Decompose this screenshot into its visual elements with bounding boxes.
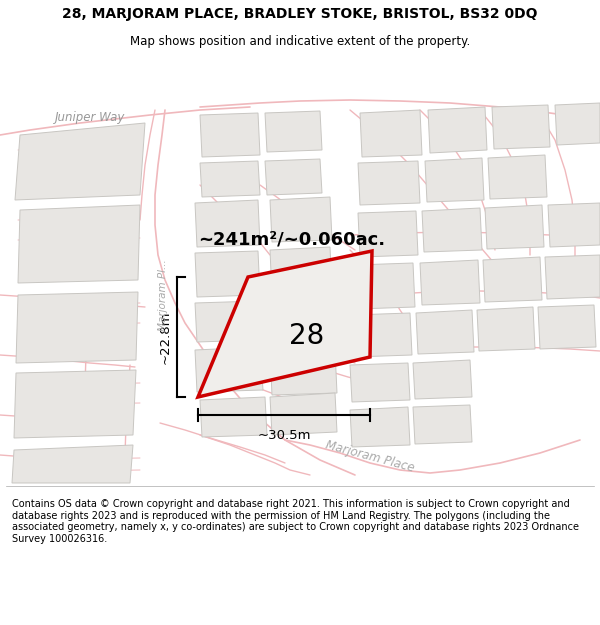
Polygon shape (195, 251, 260, 297)
Polygon shape (270, 247, 332, 295)
Polygon shape (12, 445, 133, 483)
Polygon shape (358, 161, 420, 205)
Polygon shape (270, 300, 332, 345)
Polygon shape (195, 301, 260, 342)
Polygon shape (270, 350, 337, 395)
Polygon shape (195, 347, 263, 392)
Text: 28, MARJORAM PLACE, BRADLEY STOKE, BRISTOL, BS32 0DQ: 28, MARJORAM PLACE, BRADLEY STOKE, BRIST… (62, 7, 538, 21)
Polygon shape (492, 105, 550, 149)
Polygon shape (548, 203, 600, 247)
Polygon shape (488, 155, 547, 199)
Polygon shape (413, 360, 472, 399)
Polygon shape (16, 292, 138, 363)
Polygon shape (350, 363, 410, 402)
Polygon shape (200, 113, 260, 157)
Polygon shape (355, 263, 415, 309)
Polygon shape (422, 208, 482, 252)
Text: ~30.5m: ~30.5m (257, 429, 311, 442)
Text: Juniper Way: Juniper Way (55, 111, 125, 124)
Polygon shape (270, 393, 337, 435)
Polygon shape (195, 200, 260, 247)
Polygon shape (358, 211, 418, 257)
Polygon shape (413, 405, 472, 444)
Polygon shape (352, 313, 412, 357)
Polygon shape (555, 103, 600, 145)
Text: 28: 28 (289, 321, 325, 349)
Polygon shape (420, 260, 480, 305)
Polygon shape (538, 305, 596, 349)
Text: Map shows position and indicative extent of the property.: Map shows position and indicative extent… (130, 35, 470, 48)
Polygon shape (350, 407, 410, 447)
Polygon shape (265, 111, 322, 152)
Polygon shape (200, 161, 260, 197)
Polygon shape (483, 257, 542, 302)
Polygon shape (425, 158, 484, 202)
Text: Marjoram Place: Marjoram Place (324, 439, 416, 475)
Polygon shape (18, 205, 140, 283)
Polygon shape (270, 197, 332, 242)
Polygon shape (360, 110, 422, 157)
Polygon shape (416, 310, 474, 354)
Polygon shape (265, 159, 322, 195)
Text: ~22.8m: ~22.8m (159, 310, 172, 364)
Polygon shape (200, 397, 267, 437)
Polygon shape (15, 123, 145, 200)
Polygon shape (485, 205, 544, 249)
Polygon shape (198, 251, 372, 397)
Text: Contains OS data © Crown copyright and database right 2021. This information is : Contains OS data © Crown copyright and d… (12, 499, 579, 544)
Text: ~241m²/~0.060ac.: ~241m²/~0.060ac. (198, 231, 385, 249)
Text: Marjoram Pl...: Marjoram Pl... (158, 259, 168, 331)
Polygon shape (477, 307, 535, 351)
Polygon shape (14, 370, 136, 438)
Polygon shape (545, 255, 600, 299)
Polygon shape (428, 107, 487, 153)
